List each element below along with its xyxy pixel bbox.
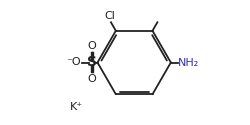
Text: O: O — [88, 41, 96, 51]
Text: S: S — [87, 56, 97, 70]
Text: O: O — [88, 74, 96, 84]
Text: ⁻O: ⁻O — [66, 57, 81, 67]
Text: K⁺: K⁺ — [70, 102, 82, 112]
Text: NH₂: NH₂ — [178, 58, 200, 68]
Text: Cl: Cl — [104, 11, 115, 21]
